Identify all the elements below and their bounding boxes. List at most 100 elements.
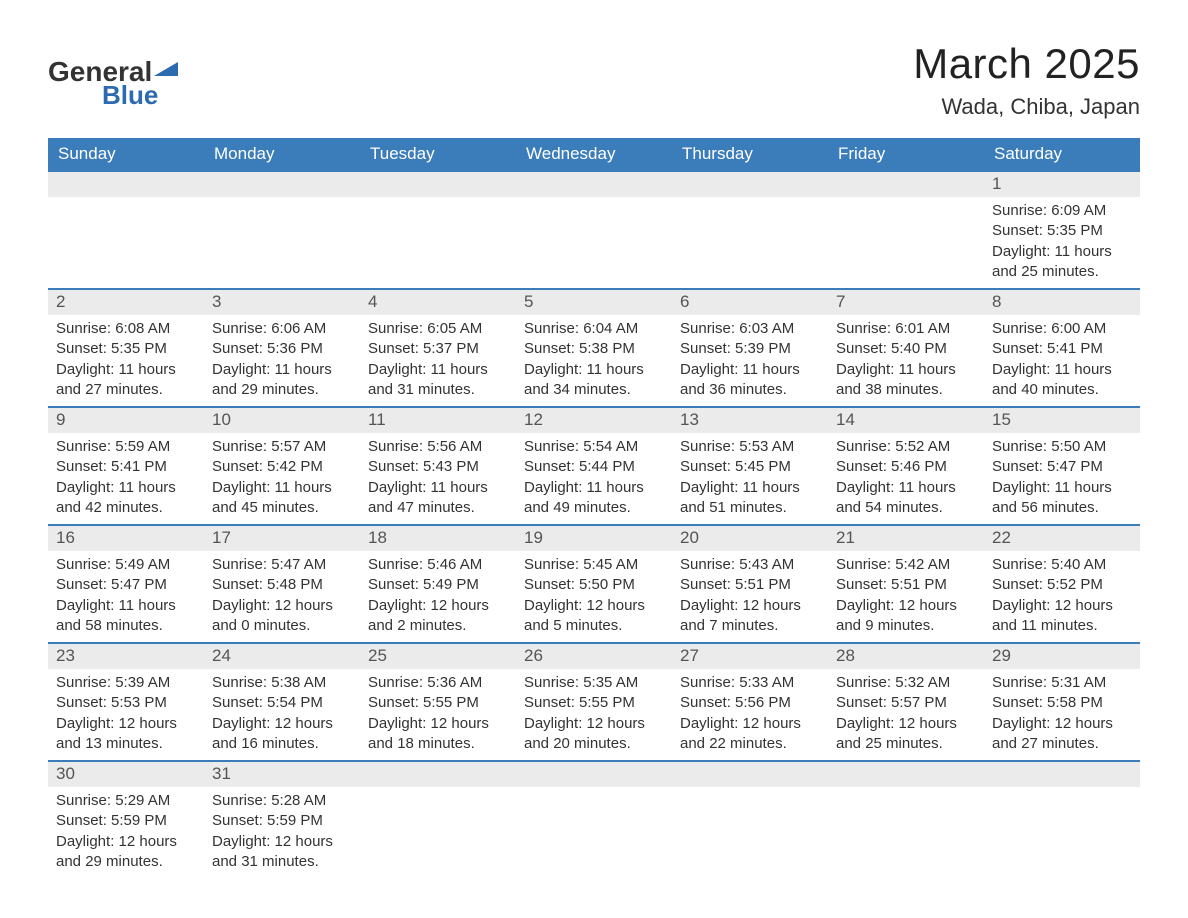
sunrise-line: Sunrise: 5:59 AM [56,437,196,457]
sunrise-line: Sunrise: 6:05 AM [368,319,508,339]
day-number-cell: 24 [204,643,360,669]
sunset-line: Sunset: 5:42 PM [212,457,352,477]
day-detail-row: Sunrise: 6:09 AMSunset: 5:35 PMDaylight:… [48,197,1140,289]
day-detail-row: Sunrise: 5:49 AMSunset: 5:47 PMDaylight:… [48,551,1140,643]
sunset-line: Sunset: 5:35 PM [56,339,196,359]
day-number-cell: 12 [516,407,672,433]
sunrise-line: Sunrise: 5:35 AM [524,673,664,693]
day-detail-cell: Sunrise: 5:45 AMSunset: 5:50 PMDaylight:… [516,551,672,643]
daylight-line: Daylight: 11 hours and 58 minutes. [56,596,196,637]
day-number-cell: 13 [672,407,828,433]
day-detail-cell [48,197,204,289]
sunset-line: Sunset: 5:54 PM [212,693,352,713]
sunrise-line: Sunrise: 5:28 AM [212,791,352,811]
weekday-header: Wednesday [516,138,672,172]
sunset-line: Sunset: 5:48 PM [212,575,352,595]
daylight-line: Daylight: 12 hours and 16 minutes. [212,714,352,755]
location-text: Wada, Chiba, Japan [913,94,1140,120]
weekday-header: Friday [828,138,984,172]
day-detail-cell: Sunrise: 5:40 AMSunset: 5:52 PMDaylight:… [984,551,1140,643]
day-number-cell [516,172,672,197]
day-number-cell: 8 [984,289,1140,315]
day-number-cell [672,172,828,197]
day-number-cell: 5 [516,289,672,315]
day-detail-cell: Sunrise: 6:06 AMSunset: 5:36 PMDaylight:… [204,315,360,407]
day-number-cell: 2 [48,289,204,315]
day-number-row: 2345678 [48,289,1140,315]
day-number-row: 3031 [48,761,1140,787]
day-detail-cell: Sunrise: 5:36 AMSunset: 5:55 PMDaylight:… [360,669,516,761]
day-number-cell: 20 [672,525,828,551]
day-detail-cell: Sunrise: 5:53 AMSunset: 5:45 PMDaylight:… [672,433,828,525]
daylight-line: Daylight: 12 hours and 5 minutes. [524,596,664,637]
sunrise-line: Sunrise: 5:47 AM [212,555,352,575]
daylight-line: Daylight: 11 hours and 38 minutes. [836,360,976,401]
day-detail-row: Sunrise: 6:08 AMSunset: 5:35 PMDaylight:… [48,315,1140,407]
daylight-line: Daylight: 11 hours and 34 minutes. [524,360,664,401]
daylight-line: Daylight: 11 hours and 49 minutes. [524,478,664,519]
day-detail-cell: Sunrise: 5:32 AMSunset: 5:57 PMDaylight:… [828,669,984,761]
sunset-line: Sunset: 5:45 PM [680,457,820,477]
day-detail-cell: Sunrise: 5:33 AMSunset: 5:56 PMDaylight:… [672,669,828,761]
sunrise-line: Sunrise: 5:43 AM [680,555,820,575]
daylight-line: Daylight: 12 hours and 22 minutes. [680,714,820,755]
daylight-line: Daylight: 11 hours and 36 minutes. [680,360,820,401]
title-block: March 2025 Wada, Chiba, Japan [913,40,1140,120]
calendar-table: Sunday Monday Tuesday Wednesday Thursday… [48,138,1140,878]
day-number-cell [828,172,984,197]
day-detail-cell: Sunrise: 6:04 AMSunset: 5:38 PMDaylight:… [516,315,672,407]
daylight-line: Daylight: 11 hours and 54 minutes. [836,478,976,519]
page-header: General Blue March 2025 Wada, Chiba, Jap… [48,40,1140,120]
weekday-header: Thursday [672,138,828,172]
day-detail-cell: Sunrise: 5:42 AMSunset: 5:51 PMDaylight:… [828,551,984,643]
day-detail-cell: Sunrise: 5:29 AMSunset: 5:59 PMDaylight:… [48,787,204,878]
sunrise-line: Sunrise: 5:32 AM [836,673,976,693]
day-number-row: 23242526272829 [48,643,1140,669]
day-number-row: 1 [48,172,1140,197]
day-detail-cell: Sunrise: 5:56 AMSunset: 5:43 PMDaylight:… [360,433,516,525]
sunset-line: Sunset: 5:40 PM [836,339,976,359]
day-number-cell: 7 [828,289,984,315]
day-number-cell: 23 [48,643,204,669]
daylight-line: Daylight: 11 hours and 47 minutes. [368,478,508,519]
day-detail-cell [828,787,984,878]
day-detail-cell: Sunrise: 5:43 AMSunset: 5:51 PMDaylight:… [672,551,828,643]
day-detail-cell: Sunrise: 5:35 AMSunset: 5:55 PMDaylight:… [516,669,672,761]
day-number-cell: 18 [360,525,516,551]
day-detail-cell [516,787,672,878]
daylight-line: Daylight: 11 hours and 45 minutes. [212,478,352,519]
sunrise-line: Sunrise: 5:46 AM [368,555,508,575]
day-detail-cell: Sunrise: 5:59 AMSunset: 5:41 PMDaylight:… [48,433,204,525]
daylight-line: Daylight: 11 hours and 51 minutes. [680,478,820,519]
daylight-line: Daylight: 12 hours and 2 minutes. [368,596,508,637]
day-detail-row: Sunrise: 5:39 AMSunset: 5:53 PMDaylight:… [48,669,1140,761]
day-detail-cell: Sunrise: 5:50 AMSunset: 5:47 PMDaylight:… [984,433,1140,525]
day-detail-cell: Sunrise: 5:57 AMSunset: 5:42 PMDaylight:… [204,433,360,525]
daylight-line: Daylight: 12 hours and 13 minutes. [56,714,196,755]
sunrise-line: Sunrise: 5:56 AM [368,437,508,457]
sunrise-line: Sunrise: 5:39 AM [56,673,196,693]
sunset-line: Sunset: 5:59 PM [56,811,196,831]
sunrise-line: Sunrise: 5:40 AM [992,555,1132,575]
day-detail-cell: Sunrise: 5:31 AMSunset: 5:58 PMDaylight:… [984,669,1140,761]
weekday-header: Tuesday [360,138,516,172]
daylight-line: Daylight: 12 hours and 18 minutes. [368,714,508,755]
day-number-cell: 31 [204,761,360,787]
calendar-body: 1 Sunrise: 6:09 AMSunset: 5:35 PMDayligh… [48,172,1140,878]
day-detail-cell: Sunrise: 5:49 AMSunset: 5:47 PMDaylight:… [48,551,204,643]
sunrise-line: Sunrise: 6:00 AM [992,319,1132,339]
day-detail-cell [672,787,828,878]
sunset-line: Sunset: 5:41 PM [56,457,196,477]
sunset-line: Sunset: 5:49 PM [368,575,508,595]
day-number-cell [360,761,516,787]
daylight-line: Daylight: 12 hours and 0 minutes. [212,596,352,637]
day-number-cell: 30 [48,761,204,787]
sunrise-line: Sunrise: 6:03 AM [680,319,820,339]
day-detail-cell: Sunrise: 5:28 AMSunset: 5:59 PMDaylight:… [204,787,360,878]
day-number-cell: 22 [984,525,1140,551]
day-number-cell: 21 [828,525,984,551]
sunrise-line: Sunrise: 5:38 AM [212,673,352,693]
sunrise-line: Sunrise: 5:54 AM [524,437,664,457]
daylight-line: Daylight: 11 hours and 29 minutes. [212,360,352,401]
sunrise-line: Sunrise: 5:29 AM [56,791,196,811]
